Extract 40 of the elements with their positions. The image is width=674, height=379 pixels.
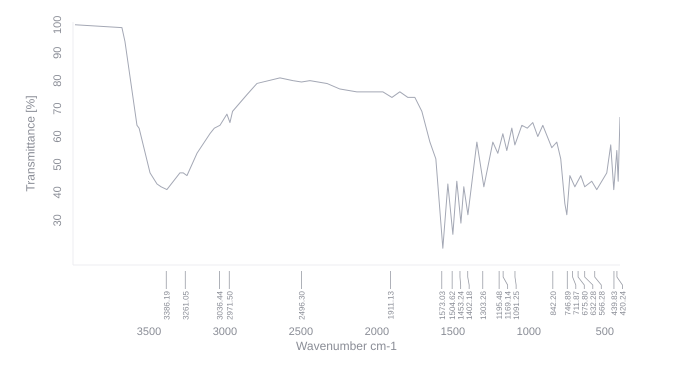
x-tick-label: 1500 xyxy=(440,326,466,338)
y-tick-label: 100 xyxy=(52,16,64,34)
y-tick-label: 70 xyxy=(52,102,64,115)
y-tick-label: 60 xyxy=(52,130,64,143)
y-tick-label: 40 xyxy=(52,186,64,199)
x-tick-label: 2500 xyxy=(288,326,314,338)
annotation: 1573.03 xyxy=(438,290,447,320)
annotation: 1402.18 xyxy=(465,290,474,320)
annotation: 1453.24 xyxy=(456,290,466,320)
annotation: 632.28 xyxy=(588,290,598,316)
annotation: 1911.13 xyxy=(386,290,396,320)
x-tick-label: 1000 xyxy=(516,326,542,338)
x-tick-label: 3000 xyxy=(212,326,238,338)
annotation: 3036.44 xyxy=(215,290,224,320)
annotation: 1504.62 xyxy=(448,290,458,320)
annotation: 1091.25 xyxy=(512,290,522,320)
y-axis-title: Transmittance [%] xyxy=(23,95,38,192)
x-tick-label: 2000 xyxy=(364,326,390,338)
annotation: 746.89 xyxy=(563,290,572,316)
annotation: 842.20 xyxy=(548,290,558,316)
annotation: 2971.50 xyxy=(225,290,234,320)
y-tick-label: 80 xyxy=(52,74,64,87)
annotation: 439.83 xyxy=(610,290,619,316)
annotation: 711.87 xyxy=(572,290,581,315)
y-tick-label: 50 xyxy=(52,158,64,171)
annotation: 420.24 xyxy=(618,290,628,316)
annotation: 1169.14 xyxy=(504,290,513,320)
x-axis-title: Wavenumber cm-1 xyxy=(296,339,398,353)
annotation: 3386.19 xyxy=(162,290,172,320)
annotation: 2496.30 xyxy=(297,290,306,320)
x-tick-label: 500 xyxy=(596,326,614,338)
y-tick-label: 30 xyxy=(52,214,64,226)
line-series xyxy=(74,24,620,249)
y-tick-label: 90 xyxy=(52,46,64,59)
x-tick-label: 3500 xyxy=(136,326,162,338)
annotation: 3261.05 xyxy=(181,290,190,320)
annotation: 1303.26 xyxy=(478,290,488,320)
annotation: 566.28 xyxy=(597,290,606,316)
annotation: 675.80 xyxy=(580,290,590,316)
annotation: 1195.48 xyxy=(495,290,504,320)
